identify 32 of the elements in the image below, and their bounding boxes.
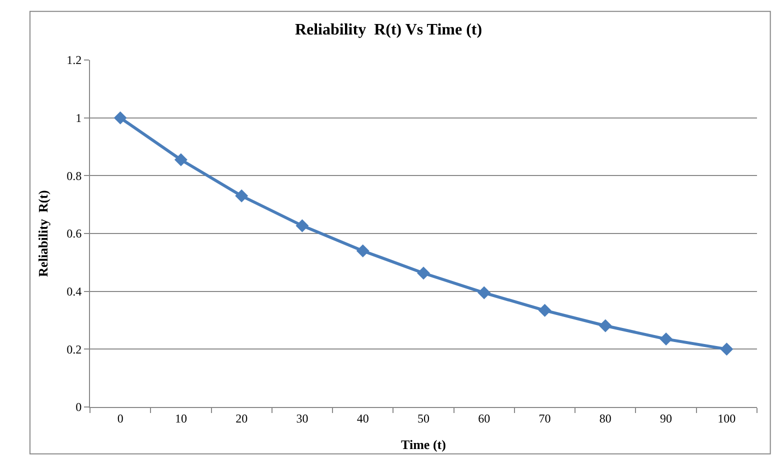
x-tick-label: 0	[117, 411, 124, 426]
y-tick-label: 0	[76, 400, 82, 414]
x-tick-label: 80	[599, 411, 612, 426]
y-tick-label: 0.4	[66, 284, 82, 299]
y-axis-title: Reliability R(t)	[36, 190, 51, 277]
x-axis-title: Time (t)	[401, 437, 446, 452]
y-tick-label: 0.8	[66, 168, 82, 183]
point	[720, 342, 734, 356]
point	[538, 304, 552, 317]
x-tick-label: 60	[478, 411, 490, 426]
x-tick-label: 50	[418, 411, 430, 426]
x-tick-label: 40	[356, 411, 369, 426]
x-tick-label: 90	[660, 411, 672, 426]
chart-title: Reliability R(t) Vs Time (t)	[294, 21, 482, 38]
y-tick-label: 0.6	[66, 226, 82, 241]
x-tick-label: 20	[236, 411, 248, 426]
point	[356, 244, 370, 258]
point	[598, 319, 612, 332]
x-tick-label: 100	[718, 411, 736, 426]
point	[235, 189, 248, 202]
point	[417, 266, 430, 280]
y-tick-label: 1	[76, 111, 82, 126]
point	[114, 111, 127, 124]
point	[660, 332, 673, 346]
point	[478, 286, 491, 300]
point	[296, 219, 309, 232]
x-tick-label: 70	[538, 411, 551, 426]
y-tick-label: 0.2	[66, 342, 82, 356]
x-tick-label: 30	[296, 411, 308, 426]
y-tick-label: 1.2	[66, 53, 82, 68]
point	[174, 153, 188, 166]
x-tick-label: 10	[174, 411, 187, 426]
